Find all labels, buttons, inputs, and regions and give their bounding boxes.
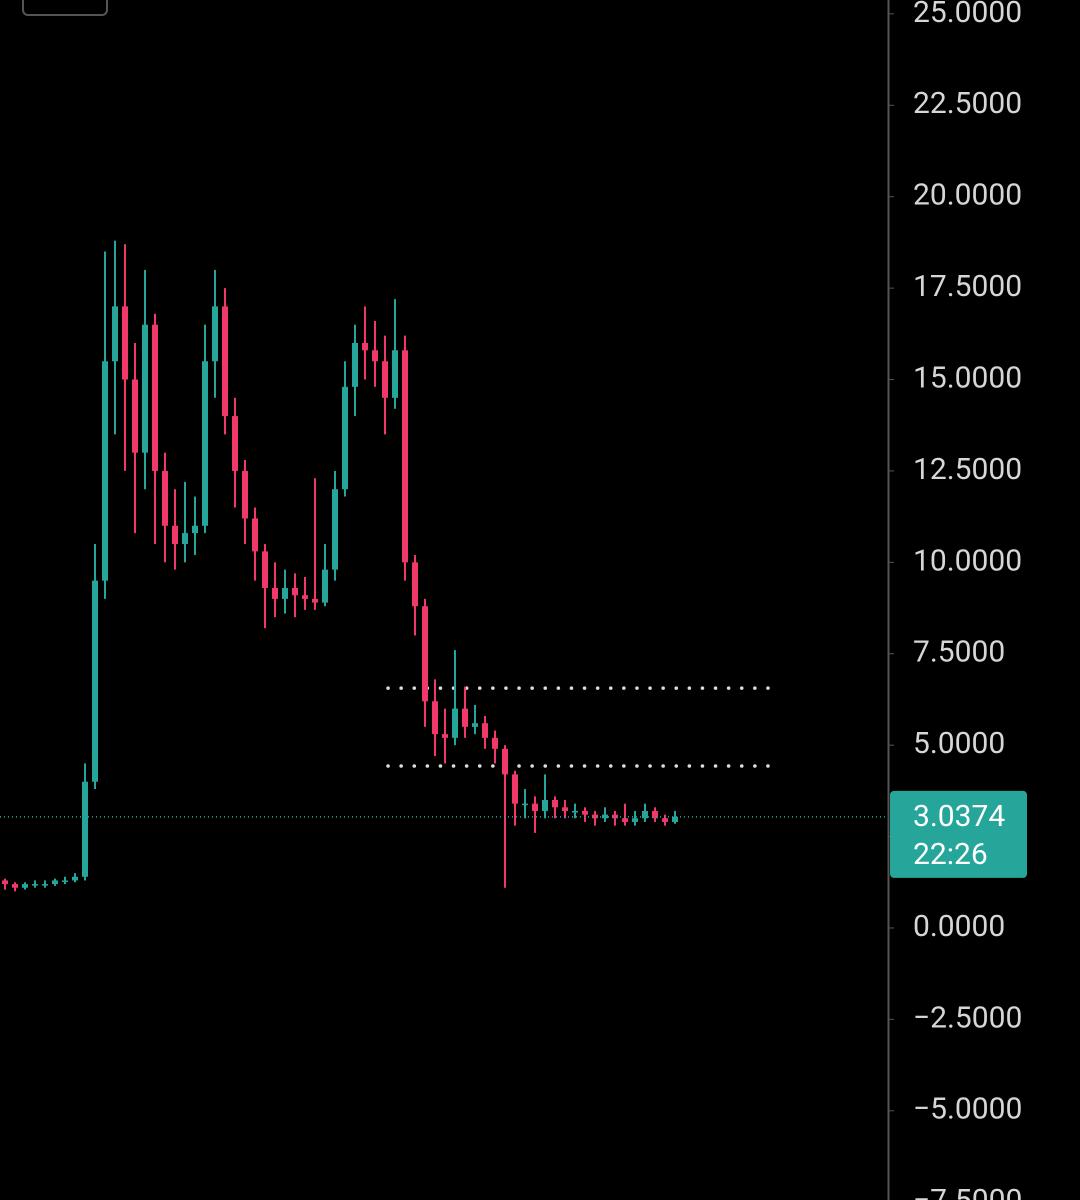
candle-body xyxy=(452,708,458,738)
candle-body xyxy=(302,595,308,599)
candle-body xyxy=(532,803,538,811)
candle-body xyxy=(412,562,418,607)
y-tick-label: 17.5000 xyxy=(913,269,1022,304)
candle-body xyxy=(642,810,648,819)
candle-body xyxy=(22,884,28,888)
candle-body xyxy=(622,818,628,822)
candle-body xyxy=(122,306,128,380)
candle-body xyxy=(272,587,278,599)
candle-body xyxy=(222,306,228,417)
candle-body xyxy=(142,324,148,453)
candle-body xyxy=(332,489,338,570)
candle-body xyxy=(82,781,88,877)
candle-body xyxy=(572,810,578,813)
candle-body xyxy=(132,379,138,453)
candle-body xyxy=(362,342,368,351)
candle-body xyxy=(322,569,328,603)
y-tick-label: 12.5000 xyxy=(913,452,1022,487)
candle-body xyxy=(672,816,678,822)
candle-body xyxy=(92,580,98,782)
candle-body xyxy=(52,880,58,885)
candle-body xyxy=(582,810,588,815)
y-tick-label: 25.0000 xyxy=(913,0,1022,30)
y-tick-label: 15.0000 xyxy=(913,360,1022,395)
candle-body xyxy=(2,880,8,885)
last-price-box xyxy=(890,790,1027,878)
y-tick-label: 22.5000 xyxy=(913,86,1022,121)
candle-body xyxy=(482,723,488,738)
candle-body xyxy=(392,350,398,398)
candle-body xyxy=(112,306,118,362)
toolbar-button[interactable] xyxy=(22,0,108,16)
candle-body xyxy=(422,606,428,702)
candle-body xyxy=(662,818,668,822)
candle-body xyxy=(402,350,408,563)
y-tick-label: 10.0000 xyxy=(913,543,1022,578)
y-tick-label: 0.0000 xyxy=(913,909,1005,944)
candle-body xyxy=(522,803,528,806)
candle-body xyxy=(372,350,378,362)
candle-body xyxy=(512,774,518,804)
candle-body xyxy=(442,734,448,738)
candle-body xyxy=(62,880,68,882)
y-tick-label: 7.5000 xyxy=(913,635,1005,670)
y-tick-label: 20.0000 xyxy=(913,178,1022,213)
candle-body xyxy=(232,416,238,471)
candle-body xyxy=(472,723,478,727)
candle-body xyxy=(32,884,38,886)
candle-body xyxy=(102,361,108,581)
candle-body xyxy=(342,386,348,490)
candle-body xyxy=(652,810,658,819)
y-tick-label: 5.0000 xyxy=(913,726,1005,761)
candle-body xyxy=(382,361,388,398)
candle-body xyxy=(542,800,548,811)
y-tick-label: −5.0000 xyxy=(913,1092,1022,1127)
candle-body xyxy=(172,525,178,545)
candle-body xyxy=(42,884,48,886)
candle-body xyxy=(292,587,298,596)
last-price-time: 22:26 xyxy=(913,837,988,872)
candle-body xyxy=(162,470,168,526)
candle-body xyxy=(632,818,638,822)
y-tick-label: −7.5000 xyxy=(913,1183,1022,1200)
candle-body xyxy=(12,884,18,888)
candle-body xyxy=(212,306,218,362)
y-tick-label: −2.5000 xyxy=(913,1000,1022,1035)
candle-body xyxy=(432,701,438,735)
candle-body xyxy=(72,876,78,881)
candle-body xyxy=(252,518,258,552)
candle-body xyxy=(152,324,158,471)
candle-body xyxy=(492,737,498,749)
candle-body xyxy=(242,470,248,519)
candle-body xyxy=(202,361,208,526)
candle-body xyxy=(182,533,188,545)
candle-body xyxy=(502,748,508,775)
candle-body xyxy=(352,342,358,387)
candle-body xyxy=(552,800,558,808)
candle-body xyxy=(562,807,568,811)
last-price-label: 3.0374 xyxy=(913,799,1005,834)
candle-body xyxy=(312,598,318,603)
candle-body xyxy=(612,814,618,819)
candle-body xyxy=(262,551,268,588)
candle-body xyxy=(462,708,468,727)
candle-body xyxy=(592,814,598,819)
candle-body xyxy=(282,587,288,599)
candle-body xyxy=(192,525,198,534)
